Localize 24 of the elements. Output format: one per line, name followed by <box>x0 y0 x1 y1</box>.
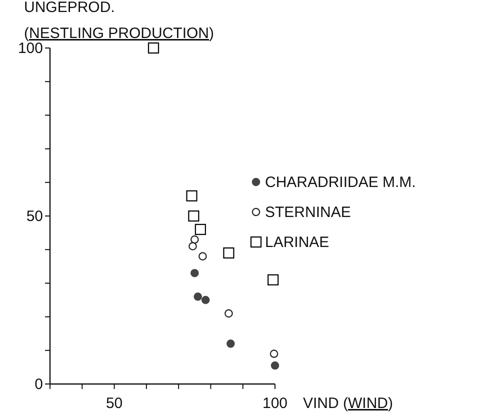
point <box>223 247 234 259</box>
legend-label: LARINAE <box>265 234 330 251</box>
point <box>190 268 199 278</box>
x-axis-title: VIND (WIND) <box>303 395 394 412</box>
point <box>188 210 200 222</box>
point <box>190 235 199 244</box>
legend-label: STERNINAE <box>265 204 351 221</box>
point <box>201 296 210 304</box>
point <box>268 274 279 286</box>
y-axis-title: UNGEPROD. (NESTLING PRODUCTION) <box>24 0 214 42</box>
y-tick-label: 0 <box>34 376 43 393</box>
point <box>194 292 202 301</box>
point <box>186 190 198 202</box>
point <box>270 361 280 370</box>
point <box>224 309 233 318</box>
y-tick-label: 50 <box>26 208 43 225</box>
point <box>226 340 235 348</box>
point <box>148 42 160 54</box>
point <box>194 224 206 235</box>
y-tick-label: 100 <box>18 40 43 57</box>
point <box>270 350 278 358</box>
point <box>188 242 197 250</box>
legend-label: CHARADRIIDAE M.M. <box>265 174 416 191</box>
point <box>198 252 207 260</box>
